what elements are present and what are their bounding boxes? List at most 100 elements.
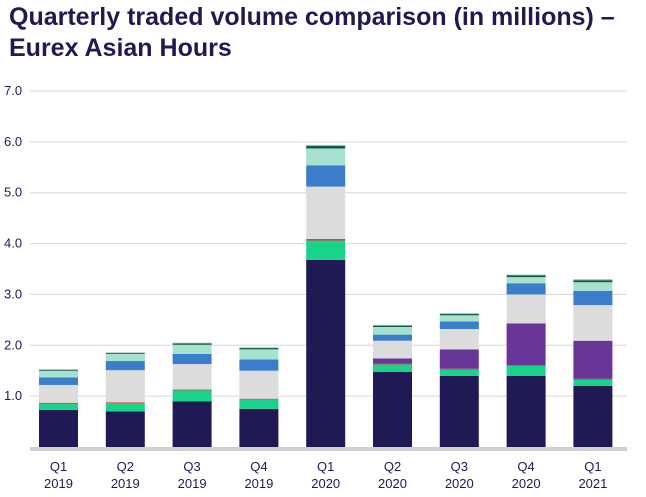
bar-segment: [373, 371, 412, 447]
bar-segment: [39, 384, 78, 403]
bar-segment: [439, 321, 479, 330]
bar-segment: [105, 361, 145, 371]
x-tick-year-label: 2020: [378, 476, 407, 491]
y-tick-label: 1.0: [4, 388, 22, 403]
bar-segment: [172, 389, 212, 391]
bar-segment: [573, 279, 613, 281]
bar-segment: [573, 378, 613, 380]
bar-segment: [39, 409, 78, 447]
x-tick-year-label: 2019: [111, 476, 140, 491]
x-tick-year-label: 2020: [311, 476, 340, 491]
bar-segment: [39, 403, 78, 410]
bar-segment: [506, 365, 546, 376]
bar-segment: [105, 353, 145, 362]
x-tick-year-label: 2020: [445, 476, 474, 491]
x-tick-label: Q4: [517, 459, 534, 474]
bar-segment: [105, 352, 145, 354]
bar-segment: [373, 324, 412, 326]
bar-segment: [306, 186, 346, 239]
bar-segment: [105, 402, 145, 404]
bar-segment: [172, 401, 212, 447]
bar-segment: [506, 283, 546, 295]
bar-segment: [506, 274, 546, 276]
bar-segment: [239, 347, 279, 349]
bar-segment: [239, 359, 279, 371]
bar-segment: [105, 411, 145, 447]
bar-segment: [373, 340, 412, 359]
x-tick-year-label: 2020: [512, 476, 541, 491]
x-tick-label: Q2: [384, 459, 401, 474]
bar-segment: [373, 325, 412, 327]
x-tick-label: Q3: [183, 459, 200, 474]
bar-segment: [573, 379, 613, 386]
x-tick-year-label: 2021: [578, 476, 607, 491]
bar-segment: [439, 375, 479, 447]
bar-segment: [573, 282, 613, 291]
bar-segment: [172, 342, 212, 344]
y-tick-label: 3.0: [4, 286, 22, 301]
bar-segment: [506, 294, 546, 324]
bar-segment: [239, 399, 279, 409]
bar-segment: [306, 259, 346, 447]
bar-segment: [105, 370, 145, 403]
bar-segment: [306, 148, 346, 166]
bar-segment: [373, 326, 412, 335]
bar-segment: [172, 364, 212, 390]
x-axis-baseline: [30, 447, 627, 451]
bar-segment: [573, 280, 613, 283]
bar-segment: [306, 165, 346, 187]
bar-segment: [573, 290, 613, 306]
bar-segment: [373, 364, 412, 372]
bar-segment: [39, 369, 78, 371]
bar-segment: [506, 275, 546, 278]
x-tick-label: Q1: [584, 459, 601, 474]
bar-segment: [172, 343, 212, 345]
x-tick-label: Q1: [317, 459, 334, 474]
bar-segment: [172, 344, 212, 354]
bar-segment: [239, 347, 279, 350]
bar-segment: [39, 402, 78, 404]
y-tick-label: 6.0: [4, 134, 22, 149]
bar-segment: [573, 340, 613, 379]
bar-segment: [39, 369, 78, 370]
x-tick-year-label: 2019: [178, 476, 207, 491]
bar-segment: [506, 323, 546, 366]
bar-segment: [439, 313, 479, 315]
bar-segment: [439, 315, 479, 322]
bar-segment: [306, 144, 346, 146]
bar-segment: [439, 368, 479, 370]
x-tick-label: Q2: [117, 459, 134, 474]
bar-segment: [373, 363, 412, 365]
x-tick-label: Q3: [451, 459, 468, 474]
bar-segment: [39, 370, 78, 378]
x-tick-year-label: 2019: [44, 476, 73, 491]
x-tick-label: Q1: [50, 459, 67, 474]
chart-title: Quarterly traded volume comparison (in m…: [9, 3, 615, 62]
bar-segment: [306, 238, 346, 241]
bar-segment: [105, 402, 145, 412]
bar-segment: [506, 375, 546, 447]
bar-segment: [573, 305, 613, 341]
y-tick-label: 2.0: [4, 337, 22, 352]
x-tick-year-label: 2019: [244, 476, 273, 491]
bar-segment: [373, 334, 412, 341]
bar-segment: [439, 313, 479, 316]
bar-segment: [506, 277, 546, 284]
bar-segment: [439, 329, 479, 350]
bar-segment: [105, 352, 145, 354]
bar-segment: [506, 365, 546, 366]
bar-segment: [239, 398, 279, 400]
y-tick-label: 4.0: [4, 236, 22, 251]
x-tick-label: Q4: [250, 459, 267, 474]
bar-segment: [39, 377, 78, 385]
y-tick-label: 5.0: [4, 185, 22, 200]
bar-segment: [239, 349, 279, 360]
bar-segment: [439, 369, 479, 376]
bar-segment: [306, 240, 346, 260]
bar-segment: [172, 353, 212, 365]
bar-segment: [306, 145, 346, 149]
bar-segment: [373, 358, 412, 364]
bar-segment: [573, 385, 613, 447]
bar-segment: [239, 408, 279, 447]
